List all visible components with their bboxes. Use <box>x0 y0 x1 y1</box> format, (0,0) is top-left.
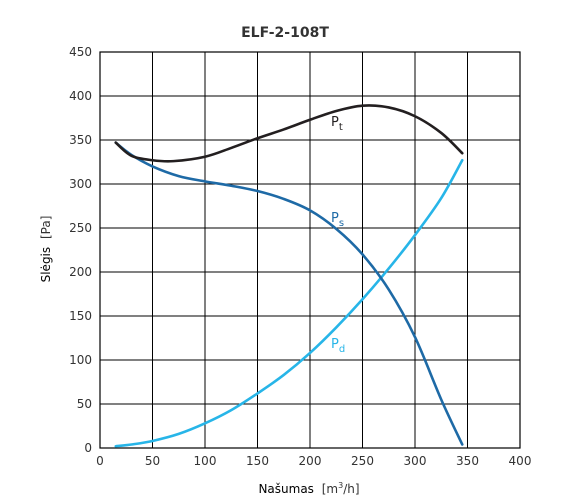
y-tick-label: 50 <box>77 397 92 411</box>
series-label-main: P <box>331 115 339 130</box>
x-tick-label: 250 <box>351 454 374 468</box>
series-label-main: P <box>331 211 339 226</box>
y-axis-title: Slėgis [Pa] <box>39 216 53 283</box>
chart-title: ELF-2-108T <box>241 25 329 41</box>
x-tick-label: 400 <box>509 454 532 468</box>
series-label-main: P <box>331 337 339 352</box>
x-tick-label: 200 <box>299 454 322 468</box>
y-tick-label: 100 <box>69 353 92 367</box>
x-axis-name: Našumas <box>258 482 313 496</box>
series-line-pt <box>114 104 464 163</box>
series-label-pt: Pt <box>331 115 343 133</box>
series-label-sub: s <box>339 218 344 229</box>
x-axis-unit-sup: 3 <box>338 481 343 490</box>
plot-frame <box>99 51 521 449</box>
x-axis-unit-open: [m <box>322 482 338 496</box>
x-axis-title: Našumas [m3/h] <box>258 481 359 496</box>
series-label-pd: Pd <box>331 337 345 355</box>
x-tick-label: 300 <box>404 454 427 468</box>
y-tick-label: 0 <box>84 441 92 455</box>
x-axis-unit-close: /h] <box>343 482 359 496</box>
y-tick-label: 300 <box>69 177 92 191</box>
y-tick-label: 350 <box>69 133 92 147</box>
series-line-pd <box>114 158 464 448</box>
y-axis-name: Slėgis <box>39 247 53 283</box>
x-tick-label: 150 <box>246 454 269 468</box>
y-tick-label: 150 <box>69 309 92 323</box>
y-tick-label: 450 <box>69 45 92 59</box>
y-tick-label: 250 <box>69 221 92 235</box>
x-tick-label: 100 <box>194 454 217 468</box>
series-label-sub: d <box>339 344 345 355</box>
series-line-ps <box>114 141 464 446</box>
x-tick-label: 50 <box>145 454 160 468</box>
y-tick-label: 400 <box>69 89 92 103</box>
y-axis-unit: [Pa] <box>39 216 53 239</box>
series-label-ps: Ps <box>331 211 344 229</box>
x-tick-label: 350 <box>456 454 479 468</box>
x-tick-label: 0 <box>96 454 104 468</box>
series-label-sub: t <box>339 122 343 133</box>
y-tick-label: 200 <box>69 265 92 279</box>
